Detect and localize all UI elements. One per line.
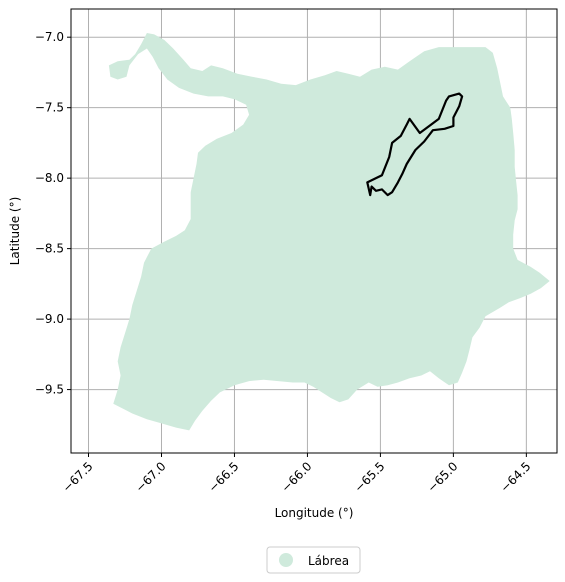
legend-label: Lábrea — [308, 554, 349, 568]
legend-marker — [279, 553, 293, 567]
region-labrea — [108, 33, 550, 431]
y-tick-label: −9.5 — [35, 383, 64, 397]
legend: Lábrea — [266, 546, 361, 574]
y-tick-label: −9.0 — [35, 312, 64, 326]
y-tick-label: −8.0 — [35, 171, 64, 185]
y-tick-label: −7.0 — [35, 30, 64, 44]
legend-box — [266, 546, 361, 574]
axes-frame — [70, 8, 558, 454]
region-outline — [366, 92, 464, 197]
y-tick-label: −8.5 — [35, 242, 64, 256]
map-regions — [108, 33, 550, 431]
x-axis-label: Longitude (°) — [275, 506, 354, 520]
y-axis-label: Latitude (°) — [8, 197, 22, 266]
y-tick-label: −7.5 — [35, 101, 64, 115]
